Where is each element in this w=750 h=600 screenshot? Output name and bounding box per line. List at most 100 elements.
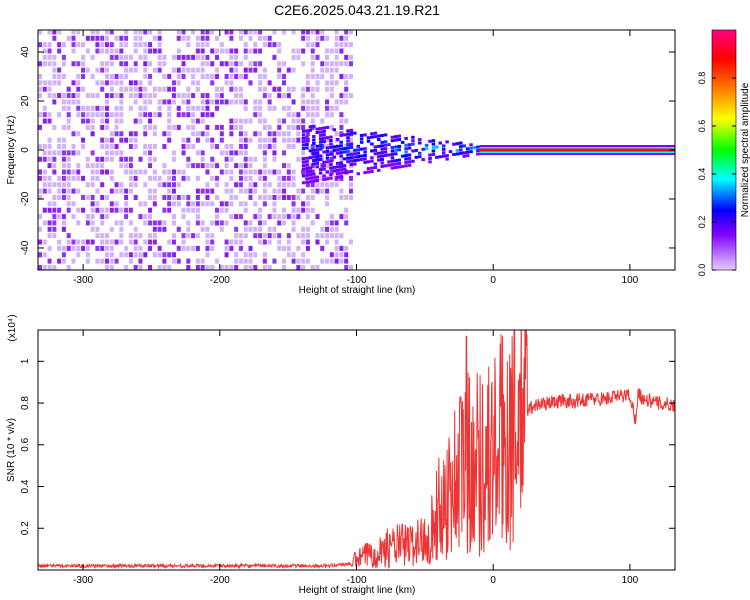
spectrogram-cell [224, 182, 229, 188]
spectrogram-cell [291, 252, 296, 258]
spectrogram-cell [262, 258, 267, 264]
spectrogram-cell [238, 35, 243, 41]
spectrogram-cell [152, 156, 157, 162]
spectrogram-cell [329, 156, 334, 162]
spectrogram-cell [85, 48, 90, 54]
spectrogram-cell [195, 194, 200, 200]
spectrogram-cell [61, 73, 66, 79]
spectrogram-cell [258, 214, 263, 220]
spectrogram-cell [318, 147, 323, 151]
spectrogram-cell [305, 194, 310, 200]
spectrogram-cell [52, 214, 57, 220]
spectrogram-cell [348, 188, 353, 194]
spectrogram-cell [100, 42, 105, 48]
spectrogram-cell [104, 233, 109, 239]
spectrogram-cell [229, 156, 234, 162]
spectrogram-cell [81, 239, 86, 245]
spectrogram-cell [305, 99, 310, 105]
spectrogram-cell [277, 214, 282, 220]
spectrogram-cell [109, 112, 114, 118]
spectrogram-cell [277, 86, 282, 92]
spectrogram-cell [291, 124, 296, 130]
spectrogram-cell [407, 146, 412, 150]
spectrogram-cell [81, 175, 86, 181]
spectrogram-cell [224, 252, 229, 258]
spectrogram-cell [76, 112, 81, 118]
spectrogram-cell [104, 124, 109, 130]
spectrogram-cell [342, 133, 347, 137]
spectrogram-cell [286, 137, 291, 143]
spectrogram-cell [308, 149, 313, 153]
spectrogram-cell [210, 163, 215, 169]
spectrogram-cell [124, 188, 129, 194]
spectrogram-cell [291, 137, 296, 143]
spectrogram-cell [234, 86, 239, 92]
snr-frame [37, 329, 676, 571]
spectrogram-cell [205, 201, 210, 207]
spectrogram-cell [38, 252, 42, 258]
spectrogram-cell [100, 137, 105, 143]
spectrogram-cell [191, 207, 196, 213]
spectrogram-cell [329, 166, 333, 170]
spectrogram-cell [104, 194, 109, 200]
spectrogram-cell [104, 105, 109, 111]
spectrogram-ytick-label: 20 [20, 95, 31, 107]
spectrogram-cell [248, 137, 253, 143]
spectrogram-cell [124, 156, 129, 162]
spectrogram-cell [404, 147, 408, 151]
spectrogram-cell [348, 42, 353, 48]
spectrogram-cell [66, 182, 71, 188]
spectrogram-cell [238, 214, 243, 220]
spectrogram-cell [286, 175, 291, 181]
spectrogram-cell [329, 80, 334, 86]
spectrogram-cell [95, 169, 100, 175]
spectrogram-cell [262, 137, 267, 143]
spectrogram-cell [61, 144, 66, 150]
spectrogram-cell [339, 93, 344, 99]
spectrogram-cell [171, 67, 176, 73]
spectrogram-cell [119, 252, 124, 258]
spectrogram-cell [95, 201, 100, 207]
spectrogram-cell [167, 239, 172, 245]
spectrogram-cell [143, 112, 148, 118]
spectrogram-cell [81, 61, 86, 67]
spectrogram-cell [100, 67, 105, 73]
spectrogram-cell [462, 154, 466, 158]
spectrogram-cell [109, 93, 114, 99]
spectrogram-cell [100, 48, 105, 54]
spectrogram-cell [312, 172, 316, 176]
spectrogram-cell [305, 146, 309, 150]
spectrogram-cell [407, 156, 412, 160]
spectrogram-cell [57, 207, 62, 213]
spectrogram-cell [397, 138, 402, 142]
spectrogram-cell [195, 137, 200, 143]
spectrogram-cell [195, 188, 200, 194]
spectrogram-cell [301, 61, 306, 67]
spectrogram-cell [128, 239, 133, 245]
spectrogram-cell [114, 73, 119, 79]
spectrogram-cell [119, 131, 124, 137]
spectrogram-cell [418, 138, 422, 142]
spectrogram-cell [243, 150, 248, 156]
spectrogram-cell [308, 125, 313, 129]
spectrogram-cell [329, 226, 334, 232]
spectrogram-cell [104, 239, 109, 245]
spectrogram-cell [310, 144, 315, 150]
spectrogram-cell [52, 233, 57, 239]
spectrogram-cell [310, 169, 315, 175]
spectrogram-cell [258, 30, 263, 35]
spectrogram-cell [200, 188, 205, 194]
spectrogram-cell [359, 157, 364, 161]
spectrogram-cell [210, 61, 215, 67]
spectrogram-cell [138, 169, 143, 175]
spectrogram-cell [305, 86, 310, 92]
spectrogram-cell [195, 54, 200, 60]
spectrogram-cell [445, 157, 449, 161]
spectrogram-cell [57, 42, 62, 48]
spectrogram-cell [349, 142, 354, 146]
spectrogram-cell [322, 129, 326, 133]
spectrogram-cell [363, 150, 367, 154]
spectrogram-cell [286, 93, 291, 99]
spectrogram-cell [143, 67, 148, 73]
spectrogram-cell [359, 133, 364, 137]
